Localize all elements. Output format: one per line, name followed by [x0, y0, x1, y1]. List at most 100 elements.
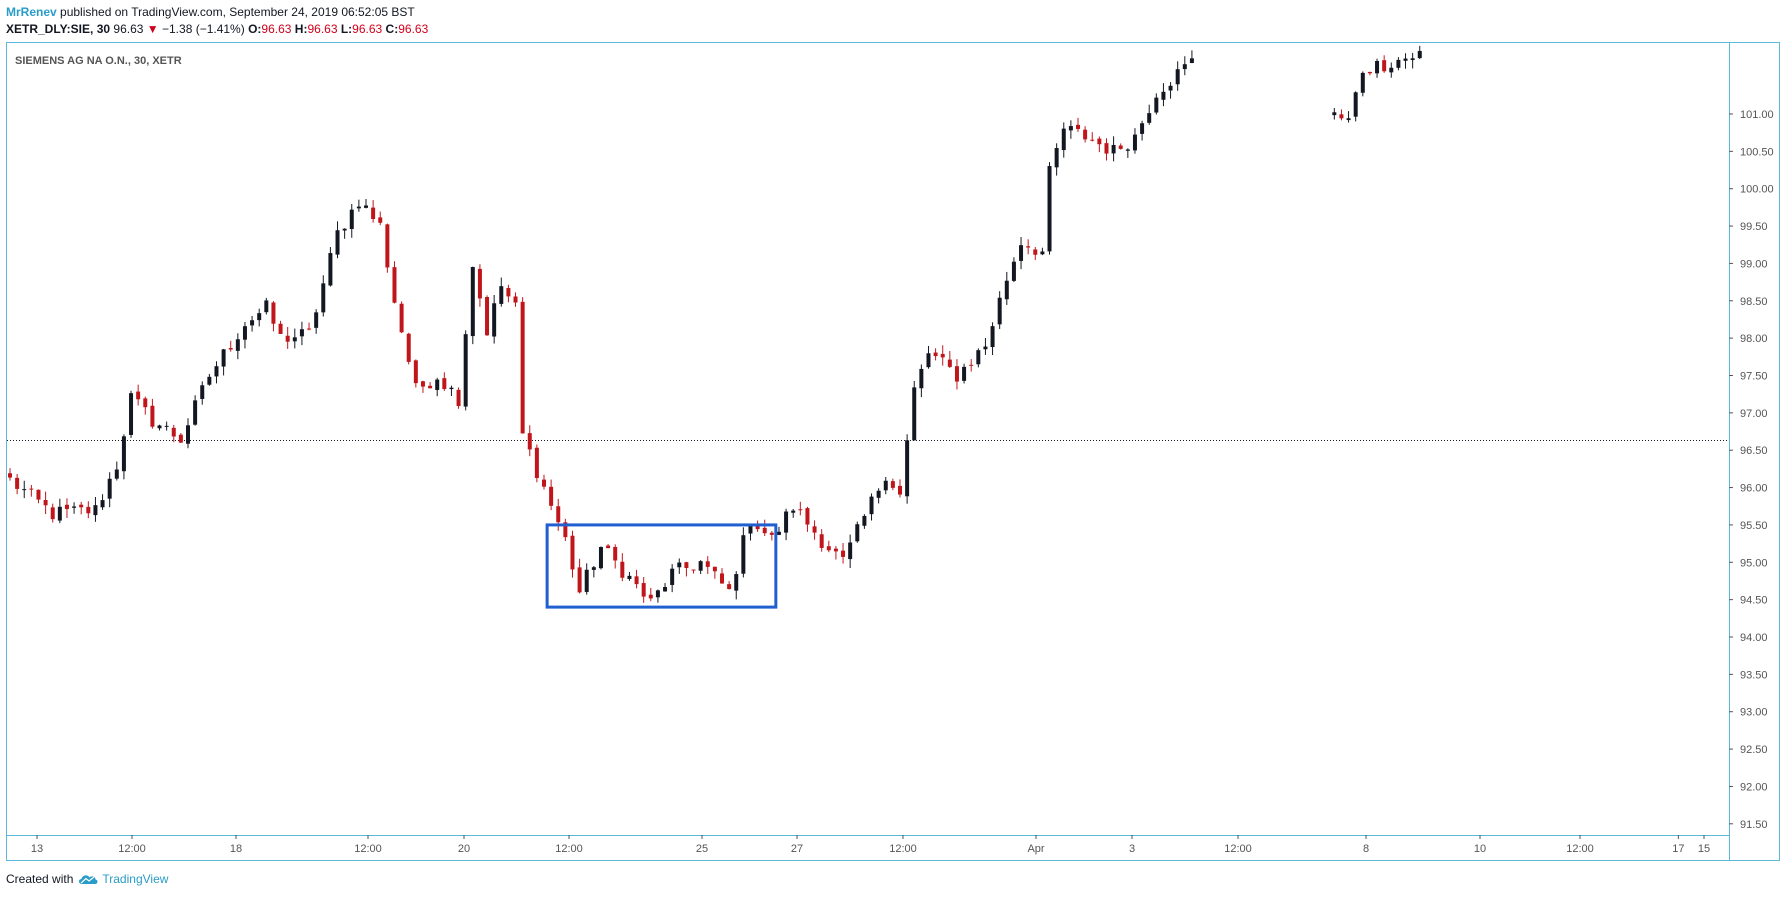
candle	[250, 315, 255, 332]
high-label: H:	[294, 22, 308, 36]
candle-body	[876, 490, 881, 498]
candle-body	[22, 489, 27, 491]
candle-body	[50, 507, 55, 520]
candle	[200, 381, 205, 405]
candle	[143, 396, 148, 415]
annotation-rectangle[interactable]	[545, 523, 778, 609]
candle	[912, 380, 917, 441]
candle	[1403, 53, 1408, 69]
candle-body	[364, 205, 368, 208]
candle-body	[129, 393, 134, 435]
price-tick-label: 98.50	[1740, 296, 1768, 308]
candle	[1182, 56, 1187, 76]
tradingview-link[interactable]: TradingView	[102, 872, 169, 886]
candle-body	[691, 569, 696, 571]
candle-body	[178, 434, 183, 443]
candle-body	[1410, 58, 1415, 61]
candle	[848, 534, 853, 569]
annotation-layer[interactable]	[545, 523, 778, 609]
candle-body	[1389, 67, 1394, 73]
candle-body	[1168, 85, 1173, 91]
candle-body	[200, 385, 205, 399]
time-axis[interactable]: 13 12:00 18 12:00 20 12:00 25 27 12:00 Apr 3 12:00 8…	[31, 835, 1710, 855]
candle	[406, 332, 411, 365]
footer: Created with TradingView	[6, 872, 168, 886]
candle	[164, 421, 169, 431]
candle-body	[1054, 148, 1059, 168]
candle-body	[997, 297, 1002, 325]
candle	[271, 301, 276, 332]
candle-body	[734, 574, 739, 591]
price-tick-label: 95.50	[1740, 520, 1768, 532]
candle	[335, 221, 340, 259]
candle-body	[556, 506, 561, 523]
candle-body	[314, 312, 319, 328]
low-value: 96.63	[352, 22, 383, 36]
candle-body	[1026, 246, 1031, 248]
candle-body	[150, 405, 155, 427]
candle	[798, 501, 803, 516]
time-tick-label: 12:00	[118, 843, 146, 855]
candle-body	[577, 567, 582, 593]
candle	[898, 479, 902, 498]
candle	[1332, 108, 1337, 120]
candle	[969, 359, 974, 372]
candle-body	[93, 505, 98, 516]
candle	[549, 479, 554, 511]
time-tick-label: 27	[791, 843, 803, 855]
candle	[470, 266, 475, 345]
candle-body	[912, 387, 917, 441]
candle	[485, 295, 490, 336]
candle-body	[1061, 128, 1066, 151]
candle-body	[1182, 64, 1187, 70]
candle-body	[100, 500, 105, 508]
author-name[interactable]: MrRenev	[6, 5, 57, 19]
candle	[513, 292, 518, 307]
candle-body	[862, 515, 867, 526]
candle-body	[307, 328, 312, 330]
candle-body	[584, 569, 589, 592]
candle	[883, 477, 888, 495]
candle-body	[1175, 69, 1180, 85]
candle	[371, 200, 376, 223]
candle-body	[285, 335, 290, 342]
candle-body	[1076, 124, 1080, 129]
candle	[591, 565, 596, 578]
candle-body	[620, 561, 625, 578]
candle-body	[1011, 261, 1016, 281]
candle-body	[755, 524, 760, 530]
candle-body	[1132, 134, 1137, 151]
candle-body	[741, 535, 746, 574]
candle-body	[684, 562, 689, 569]
price-axis[interactable]: 91.50 92.00 92.50 93.00 93.50 94.00 94.50 95.00…	[1729, 109, 1774, 831]
candle	[769, 531, 774, 541]
price-tick-label: 97.00	[1740, 408, 1768, 420]
candle	[1147, 104, 1152, 125]
candle-body	[805, 508, 810, 525]
candle-body	[228, 347, 233, 350]
candle	[79, 501, 84, 515]
candle-body	[442, 378, 447, 389]
candle	[890, 478, 895, 491]
candle	[93, 496, 98, 522]
candle	[1140, 120, 1145, 141]
candle	[1054, 143, 1059, 176]
chart-border	[6, 42, 1780, 861]
price-tick-label: 94.00	[1740, 632, 1768, 644]
candle	[299, 321, 304, 346]
price-tick-label: 98.00	[1740, 333, 1768, 345]
candle	[428, 382, 433, 389]
candle	[1168, 82, 1173, 99]
candle	[15, 473, 20, 495]
candle-body	[513, 296, 518, 303]
candle	[670, 564, 675, 593]
candle-body	[186, 425, 190, 444]
time-tick-label: 10	[1474, 843, 1486, 855]
candle	[186, 418, 190, 449]
price-tick-label: 92.00	[1740, 781, 1768, 793]
candle	[307, 322, 312, 331]
close-label: C:	[385, 22, 399, 36]
candle	[1118, 143, 1123, 150]
candle	[1367, 71, 1372, 76]
